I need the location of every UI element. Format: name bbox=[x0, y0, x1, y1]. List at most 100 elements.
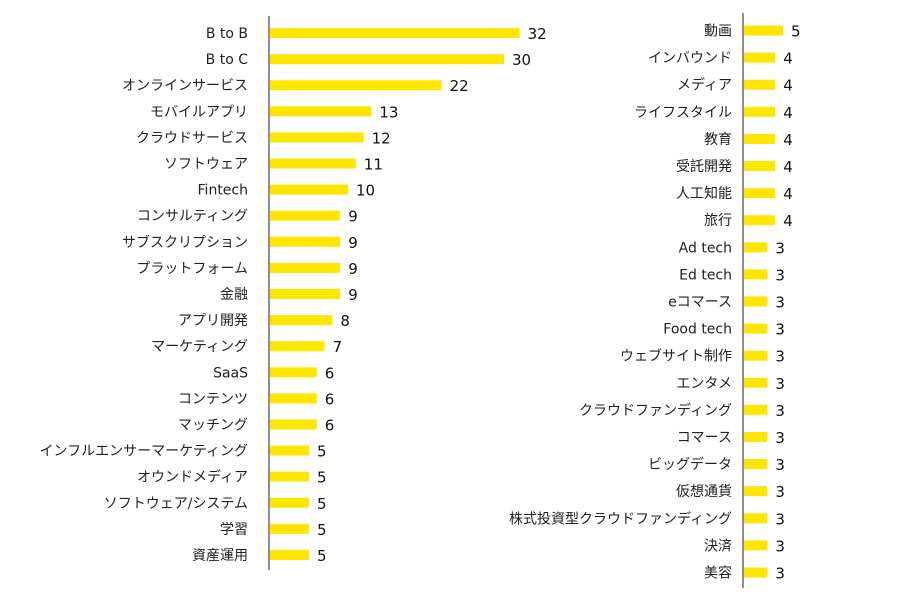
value-label: 9 bbox=[348, 286, 358, 304]
category-label: 決済 bbox=[704, 538, 732, 554]
category-label: アプリ開発 bbox=[178, 313, 248, 329]
bar bbox=[270, 315, 333, 326]
category-label: クラウドサービス bbox=[136, 130, 248, 146]
value-label: 3 bbox=[775, 375, 785, 393]
value-label: 12 bbox=[372, 129, 391, 147]
bar bbox=[270, 210, 341, 221]
category-label: ソフトウェア bbox=[164, 157, 248, 173]
category-label: 教育 bbox=[704, 132, 732, 148]
category-label: プラットフォーム bbox=[136, 261, 248, 277]
category-label: メディア bbox=[677, 77, 732, 94]
category-label: 受託開発 bbox=[676, 159, 732, 175]
category-label: 仮想通貨 bbox=[676, 483, 732, 500]
category-label: オンラインサービス bbox=[122, 78, 248, 94]
bar bbox=[270, 341, 325, 352]
value-label: 4 bbox=[783, 50, 793, 68]
bar bbox=[744, 215, 776, 226]
bar bbox=[270, 523, 309, 534]
category-label: Fintech bbox=[198, 183, 248, 199]
value-label: 3 bbox=[775, 456, 785, 474]
value-label: 4 bbox=[783, 77, 793, 95]
value-label: 5 bbox=[317, 521, 327, 539]
category-label: 金融 bbox=[220, 287, 248, 303]
value-label: 4 bbox=[783, 185, 793, 203]
value-label: 6 bbox=[325, 416, 335, 434]
bar bbox=[270, 471, 309, 482]
bar bbox=[744, 79, 776, 90]
category-label: 株式投資型クラウドファンディング bbox=[509, 510, 732, 527]
value-label: 10 bbox=[356, 182, 375, 200]
value-label: 4 bbox=[783, 212, 793, 230]
bar bbox=[270, 367, 317, 378]
bar bbox=[744, 188, 776, 199]
category-label: 旅行 bbox=[704, 213, 732, 229]
bar bbox=[270, 28, 520, 39]
value-label: 9 bbox=[348, 234, 358, 252]
value-label: 13 bbox=[379, 103, 398, 121]
value-label: 4 bbox=[783, 158, 793, 176]
category-label: コンサルティング bbox=[137, 209, 248, 225]
category-label: eコマース bbox=[668, 295, 732, 311]
bar bbox=[270, 289, 341, 299]
bar bbox=[744, 567, 768, 578]
bar bbox=[744, 377, 768, 388]
category-label: ウェブサイト制作 bbox=[620, 348, 732, 365]
value-label: 11 bbox=[364, 156, 383, 174]
bar bbox=[744, 486, 768, 497]
value-label: 9 bbox=[348, 208, 358, 226]
category-label: 資産運用 bbox=[192, 548, 248, 564]
value-label: 9 bbox=[348, 260, 358, 278]
category-label: ビッグデータ bbox=[648, 456, 732, 473]
value-label: 5 bbox=[317, 547, 327, 565]
value-label: 3 bbox=[775, 510, 785, 528]
value-label: 4 bbox=[783, 104, 793, 122]
value-label: 3 bbox=[775, 537, 785, 555]
bar bbox=[270, 445, 309, 456]
category-label: 人工知能 bbox=[676, 185, 732, 202]
value-label: 5 bbox=[317, 443, 327, 461]
category-label: ソフトウェア/システム bbox=[104, 496, 248, 512]
bar bbox=[270, 80, 442, 91]
bar bbox=[270, 54, 504, 65]
category-label: オウンドメディア bbox=[137, 469, 248, 486]
bar bbox=[270, 497, 309, 508]
bar bbox=[744, 161, 776, 172]
bar bbox=[744, 133, 776, 144]
category-label: サブスクリプション bbox=[122, 234, 248, 251]
category-label: 美容 bbox=[704, 564, 732, 581]
chart-panel-left: B to B 32 B to C 30 オンラインサービス 22 モバイルアプリ 13 クラウド… bbox=[40, 16, 547, 570]
bar bbox=[744, 323, 768, 334]
bar bbox=[270, 236, 341, 247]
value-label: 7 bbox=[333, 338, 343, 356]
bar bbox=[744, 431, 768, 442]
value-label: 3 bbox=[775, 348, 785, 366]
category-label: B to C bbox=[206, 52, 249, 68]
category-label: SaaS bbox=[213, 365, 248, 381]
category-label: 学習 bbox=[220, 522, 248, 538]
bar bbox=[744, 25, 783, 36]
value-label: 5 bbox=[317, 495, 327, 513]
value-label: 32 bbox=[528, 25, 547, 43]
category-label: コンテンツ bbox=[178, 391, 248, 407]
bar bbox=[270, 184, 348, 195]
bar bbox=[744, 513, 768, 524]
value-label: 30 bbox=[512, 51, 531, 69]
bar bbox=[744, 350, 768, 361]
category-label: マーケティング bbox=[151, 339, 248, 355]
value-label: 3 bbox=[775, 239, 785, 257]
value-label: 3 bbox=[775, 483, 785, 501]
chart-panel-right: 動画 5 インバウンド 4 メディア 4 ライフスタイル 4 教育 4 受託開発 4 人工知能 4 旅行 4 A… bbox=[509, 13, 801, 588]
bar bbox=[744, 459, 768, 470]
category-label: モバイルアプリ bbox=[150, 104, 248, 120]
category-label: インバウンド bbox=[648, 51, 732, 67]
value-label: 4 bbox=[783, 131, 793, 149]
bar bbox=[270, 549, 309, 560]
category-label: マッチング bbox=[178, 417, 248, 433]
bar bbox=[270, 132, 364, 143]
bar bbox=[270, 158, 356, 169]
value-label: 3 bbox=[775, 402, 785, 420]
value-label: 3 bbox=[775, 564, 785, 582]
bar bbox=[744, 52, 776, 63]
